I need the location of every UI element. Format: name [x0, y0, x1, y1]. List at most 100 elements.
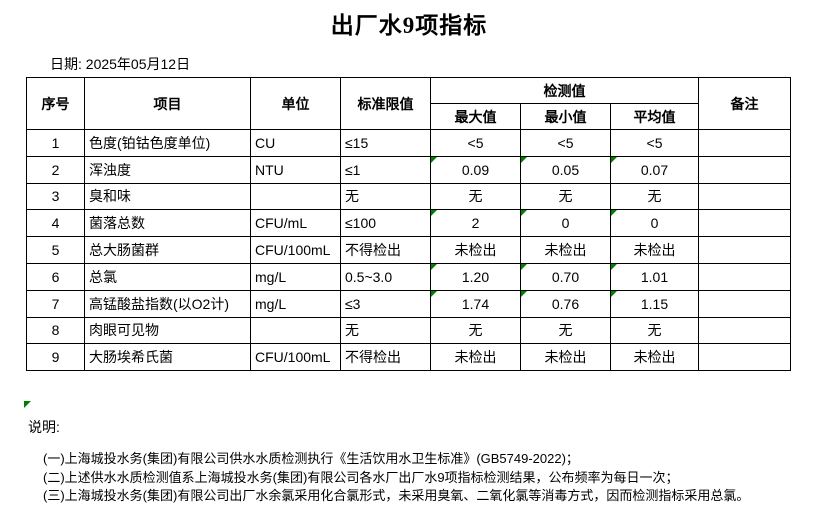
cell-unit: CFU/mL: [250, 209, 341, 238]
table-row: 1 色度(铂钴色度单位) CU ≤15 <5 <5 <5: [26, 129, 792, 157]
cell-min: 0.05: [520, 155, 611, 184]
cell-flag-icon: [431, 157, 437, 163]
cell-remark: [698, 236, 792, 264]
cell-remark: [698, 129, 792, 157]
cell-unit: NTU: [250, 155, 341, 184]
cell-no: 4: [26, 209, 85, 238]
cell-flag-icon: [521, 157, 527, 163]
table-row: 7 高锰酸盐指数(以O2计) mg/L ≤3 1.74 0.76 1.15: [26, 289, 792, 318]
table-row: 8 肉眼可见物无无无无: [26, 316, 792, 345]
cell-item: 浑浊度: [84, 155, 251, 184]
table-row: 2 浑浊度 NTU ≤1 0.09 0.05 0.07: [26, 155, 792, 184]
cell-max: 1.74: [430, 289, 521, 318]
cell-avg: 无: [609, 182, 700, 211]
col-header-item: 项目: [84, 77, 251, 130]
cell-avg: 无: [609, 316, 700, 345]
cell-limit: ≤3: [340, 289, 431, 318]
cell-item: 色度(铂钴色度单位): [84, 129, 251, 157]
cell-item: 菌落总数: [84, 209, 251, 238]
col-header-detection-group: 检测值: [429, 77, 700, 104]
cell-flag-icon: [611, 291, 617, 297]
cell-min: 无: [520, 316, 611, 345]
cell-max: 2: [430, 209, 521, 238]
page-title: 出厂水9项指标: [330, 13, 488, 38]
cell-no: 9: [26, 343, 85, 372]
col-header-min: 最小值: [520, 103, 611, 130]
cell-flag-icon: [611, 264, 617, 270]
col-header-unit: 单位: [250, 77, 341, 130]
cell-max: <5: [430, 129, 521, 157]
cell-max: 0.09: [430, 155, 521, 184]
cell-no: 6: [26, 262, 85, 291]
cell-unit: CU: [250, 129, 341, 157]
cell-remark: [698, 155, 792, 184]
cell-no: 8: [26, 316, 85, 345]
table-row: 9 大肠埃希氏菌 CFU/100mL 不得检出 未检出 未检出 未检出: [26, 343, 792, 372]
cell-unit: CFU/100mL: [250, 236, 341, 264]
cell-max: 无: [430, 182, 521, 211]
table-header: 序号 项目 单位 标准限值 检测值 备注 最大值 最小值 平均值: [26, 77, 792, 130]
cell-flag-icon: [611, 157, 617, 163]
table-row: 5 总大肠菌群 CFU/100mL 不得检出 未检出 未检出 未检出: [26, 236, 792, 264]
note-line-1: (一)上海城投水务(集团)有限公司供水水质检测执行《生活饮用水卫生标准》(GB5…: [43, 451, 579, 466]
water-quality-table: 序号 项目 单位 标准限值 检测值 备注 最大值 最小值 平均值 1 色度(铂钴色…: [26, 77, 792, 372]
cell-min: 0: [520, 209, 611, 238]
cell-item: 总氯: [84, 262, 251, 291]
cell-remark: [698, 182, 792, 211]
cell-unit: mg/L: [250, 262, 341, 291]
cell-avg: 0.07: [609, 155, 700, 184]
cell-avg: 1.15: [609, 289, 700, 318]
cell-limit: ≤100: [340, 209, 431, 238]
cell-flag-icon: [611, 210, 617, 217]
cell-avg: 0: [609, 209, 700, 238]
note-line-3: (三)上海城投水务(集团)有限公司出厂水余氯采用化合氯形式，未采用臭氧、二氧化氯…: [43, 488, 750, 503]
cell-remark: [698, 262, 792, 291]
cell-max: 未检出: [430, 236, 521, 264]
cell-avg: 1.01: [609, 262, 700, 291]
cell-max: 无: [430, 316, 521, 345]
cell-limit: 0.5~3.0: [340, 262, 431, 291]
table-body: 1 色度(铂钴色度单位) CU ≤15 <5 <5 <5 2 浑浊度 NTU ≤1 0.09 0.05 0…: [26, 129, 792, 372]
cell-limit: 不得检出: [340, 343, 431, 372]
cell-max: 1.20: [430, 262, 521, 291]
cell-limit: ≤15: [340, 129, 431, 157]
cell-no: 3: [26, 182, 85, 211]
table-row: 3 臭和味无无无无: [26, 182, 792, 211]
cell-limit: 不得检出: [340, 236, 431, 264]
report-date: 日期: 2025年05月12日: [50, 56, 191, 72]
cell-min: 未检出: [520, 236, 611, 264]
cell-avg: 未检出: [609, 343, 700, 372]
cell-no: 7: [26, 289, 85, 318]
header-row-top: 序号 项目 单位 标准限值 检测值 备注: [26, 77, 792, 130]
cell-item: 臭和味: [84, 182, 251, 211]
cell-avg: <5: [609, 129, 700, 157]
cell-min: <5: [520, 129, 611, 157]
cell-limit: ≤1: [340, 155, 431, 184]
cell-min: 未检出: [520, 343, 611, 372]
cell-unit: [250, 316, 341, 345]
flag-marker-icon: [24, 401, 31, 408]
cell-flag-icon: [521, 210, 527, 217]
col-header-max: 最大值: [430, 103, 521, 130]
header-row-sub: 最大值 最小值 平均值: [27, 103, 791, 130]
cell-item: 大肠埃希氏菌: [84, 343, 251, 372]
cell-flag-icon: [431, 291, 437, 297]
cell-limit: 无: [340, 182, 431, 211]
cell-no: 5: [26, 236, 85, 264]
cell-remark: [698, 316, 792, 345]
col-header-limit: 标准限值: [340, 77, 431, 130]
cell-min: 0.76: [520, 289, 611, 318]
cell-unit: CFU/100mL: [250, 343, 341, 372]
cell-no: 2: [26, 155, 85, 184]
notes-section: (一)上海城投水务(集团)有限公司供水水质检测执行《生活饮用水卫生标准》(GB5…: [43, 450, 749, 506]
col-header-no: 序号: [26, 77, 85, 130]
cell-item: 高锰酸盐指数(以O2计): [84, 289, 251, 318]
cell-item: 肉眼可见物: [84, 316, 251, 345]
note-line-2: (二)上述供水水质检测值系上海城投水务(集团)有限公司各水厂出厂水9项指标检测结…: [43, 469, 679, 485]
table-row: 4 菌落总数 CFU/mL ≤100 2 0 0: [26, 209, 792, 238]
cell-limit: 无: [340, 316, 431, 345]
cell-min: 0.70: [520, 262, 611, 291]
cell-max: 未检出: [430, 343, 521, 372]
cell-remark: [698, 343, 792, 372]
cell-unit: mg/L: [250, 289, 341, 318]
